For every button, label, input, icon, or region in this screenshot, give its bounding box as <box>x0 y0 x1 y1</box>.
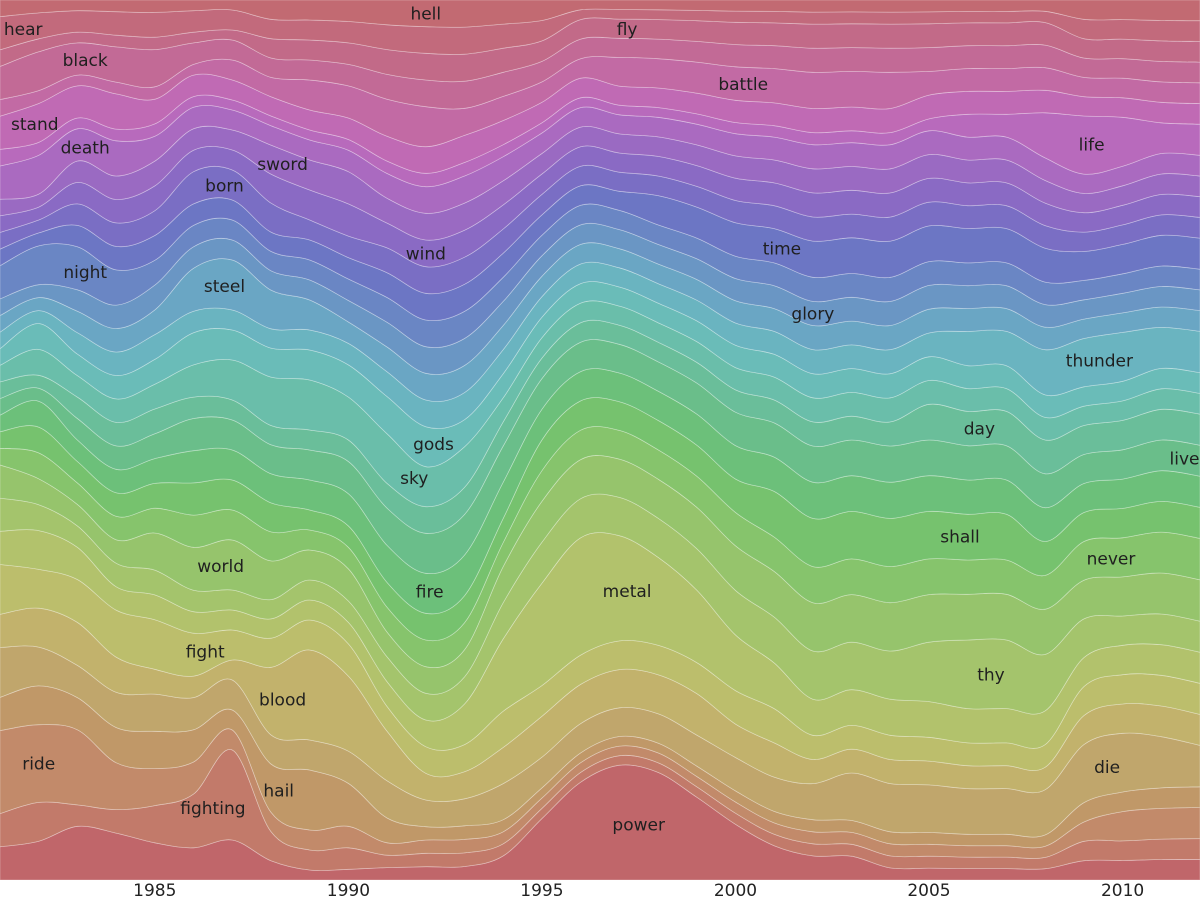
label-sword: sword <box>257 155 308 175</box>
label-blood: blood <box>259 690 306 710</box>
label-live: live <box>1170 450 1200 470</box>
label-fight: fight <box>186 643 225 663</box>
label-fire: fire <box>416 583 444 603</box>
layer-gods <box>0 281 1200 468</box>
label-day: day <box>964 420 995 440</box>
label-wind: wind <box>406 244 446 264</box>
label-die: die <box>1094 758 1120 778</box>
label-hell: hell <box>410 4 441 24</box>
x-tick-2005: 2005 <box>907 881 950 900</box>
layers-group <box>0 0 1200 881</box>
layer-power <box>0 764 1200 881</box>
label-hear: hear <box>4 20 43 40</box>
label-gods: gods <box>413 435 454 455</box>
label-night: night <box>63 263 107 283</box>
label-black: black <box>63 51 108 71</box>
label-death: death <box>61 139 110 159</box>
x-tick-2000: 2000 <box>714 881 757 900</box>
label-steel: steel <box>204 277 245 297</box>
label-time: time <box>763 239 801 259</box>
label-born: born <box>205 177 244 197</box>
label-fly: fly <box>617 20 638 40</box>
label-hail: hail <box>263 782 294 802</box>
label-sky: sky <box>400 469 428 489</box>
layer-night <box>0 203 1200 349</box>
label-stand: stand <box>11 115 59 135</box>
x-tick-2010: 2010 <box>1101 881 1144 900</box>
layer-world <box>0 455 1200 695</box>
labels-group: hell hear fly black battle stand life death swor… <box>4 4 1200 835</box>
label-thy: thy <box>977 665 1005 685</box>
label-life: life <box>1079 135 1105 155</box>
layer-time <box>0 184 1200 322</box>
label-metal: metal <box>603 582 652 602</box>
label-fighting: fighting <box>180 799 245 819</box>
x-axis: 1985 1990 1995 2000 2005 2010 <box>133 881 1144 900</box>
x-tick-1995: 1995 <box>520 881 563 900</box>
x-tick-1990: 1990 <box>327 881 370 900</box>
layer-born <box>0 164 1200 295</box>
layer-die <box>0 645 1200 838</box>
label-battle: battle <box>718 75 768 95</box>
label-power: power <box>612 815 665 835</box>
layer-thunder <box>0 261 1200 429</box>
layer-glory <box>0 222 1200 375</box>
label-glory: glory <box>791 304 834 324</box>
x-tick-1985: 1985 <box>133 881 176 900</box>
label-shall: shall <box>940 528 980 548</box>
layer-hell <box>0 0 1200 28</box>
label-ride: ride <box>22 755 55 775</box>
label-world: world <box>197 557 244 577</box>
label-thunder: thunder <box>1066 351 1133 371</box>
label-never: never <box>1087 549 1136 569</box>
